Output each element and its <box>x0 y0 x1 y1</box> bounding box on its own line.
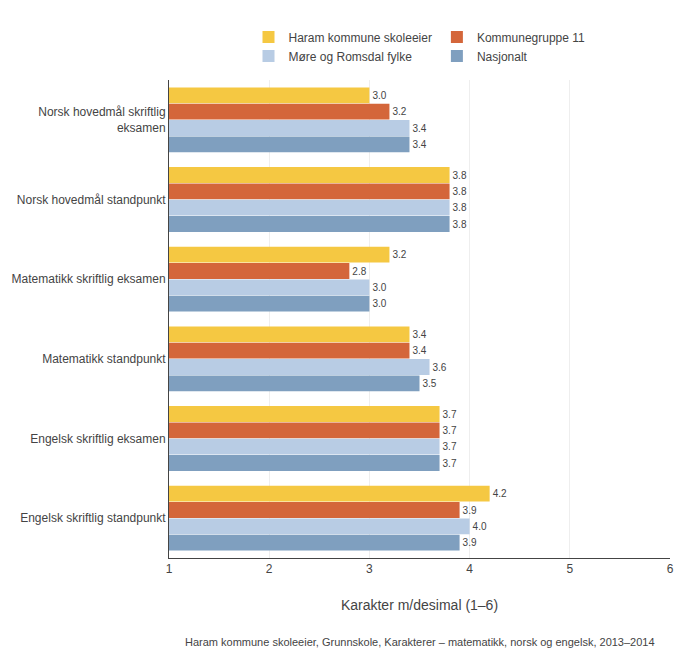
svg-text:Kommunegruppe 11: Kommunegruppe 11 <box>477 31 585 45</box>
svg-text:2.8: 2.8 <box>352 266 366 277</box>
svg-text:4.0: 4.0 <box>473 521 487 532</box>
svg-text:3.7: 3.7 <box>443 425 457 436</box>
svg-text:3.0: 3.0 <box>372 90 386 101</box>
svg-text:Engelsk skriftlig standpunkt: Engelsk skriftlig standpunkt <box>20 511 166 525</box>
svg-text:5: 5 <box>566 562 573 576</box>
svg-text:Norsk hovedmål skriftligeksame: Norsk hovedmål skriftligeksamen <box>38 105 165 135</box>
svg-text:1: 1 <box>166 562 173 576</box>
svg-text:3.7: 3.7 <box>443 458 457 469</box>
svg-text:3.8: 3.8 <box>453 186 467 197</box>
svg-text:3.6: 3.6 <box>433 362 447 373</box>
svg-text:3.4: 3.4 <box>412 329 426 340</box>
svg-text:3.2: 3.2 <box>392 249 406 260</box>
svg-text:6: 6 <box>667 562 674 576</box>
svg-text:Haram kommune skoleeier: Haram kommune skoleeier <box>289 31 432 45</box>
svg-text:3.9: 3.9 <box>463 537 477 548</box>
svg-text:3.4: 3.4 <box>412 345 426 356</box>
svg-text:4: 4 <box>466 562 473 576</box>
svg-text:Matematikk standpunkt: Matematikk standpunkt <box>42 352 166 366</box>
svg-text:3.0: 3.0 <box>372 298 386 309</box>
svg-text:3.5: 3.5 <box>423 378 437 389</box>
svg-text:Møre og Romsdal fylke: Møre og Romsdal fylke <box>289 50 413 64</box>
svg-text:Karakter m/desimal (1–6): Karakter m/desimal (1–6) <box>341 597 498 613</box>
svg-text:3.8: 3.8 <box>453 170 467 181</box>
svg-text:3.4: 3.4 <box>412 139 426 150</box>
svg-text:3.8: 3.8 <box>453 219 467 230</box>
svg-text:3.2: 3.2 <box>392 106 406 117</box>
svg-text:3.4: 3.4 <box>412 123 426 134</box>
svg-text:Norsk hovedmål standpunkt: Norsk hovedmål standpunkt <box>17 193 166 207</box>
svg-text:3.9: 3.9 <box>463 505 477 516</box>
svg-text:Haram kommune skoleeier, Grunn: Haram kommune skoleeier, Grunnskole, Kar… <box>185 636 655 648</box>
svg-text:2: 2 <box>266 562 273 576</box>
svg-text:4.2: 4.2 <box>493 488 507 499</box>
svg-text:Engelsk skriftlig eksamen: Engelsk skriftlig eksamen <box>30 432 165 446</box>
svg-text:3: 3 <box>366 562 373 576</box>
svg-text:3.0: 3.0 <box>372 282 386 293</box>
svg-text:3.8: 3.8 <box>453 202 467 213</box>
svg-text:Nasjonalt: Nasjonalt <box>477 50 528 64</box>
svg-text:3.7: 3.7 <box>443 409 457 420</box>
svg-text:3.7: 3.7 <box>443 441 457 452</box>
svg-text:Matematikk skriftlig eksamen: Matematikk skriftlig eksamen <box>12 272 166 286</box>
